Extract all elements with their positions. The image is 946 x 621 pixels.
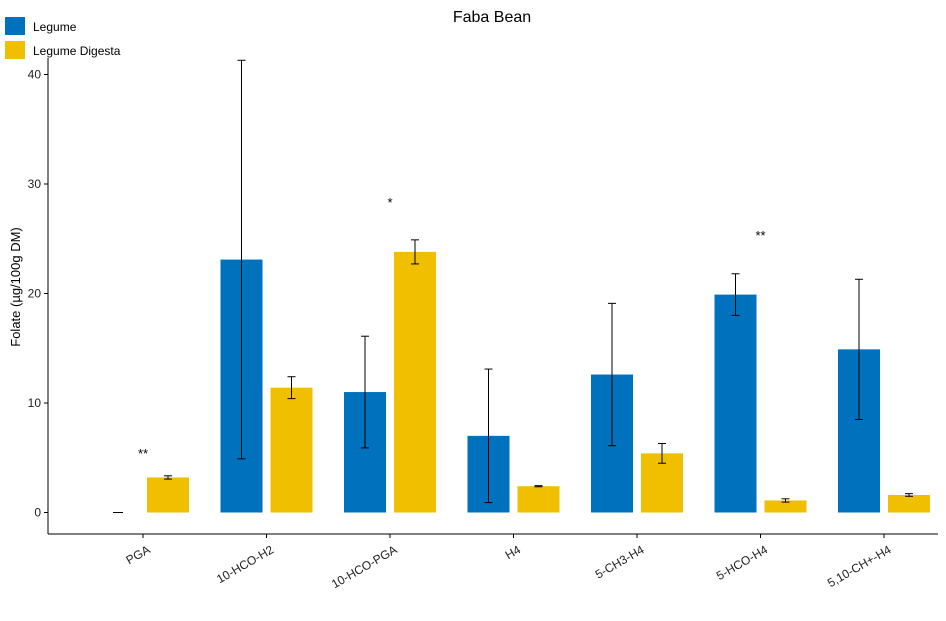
significance-marker-2: ** <box>755 228 765 243</box>
legend-swatch-legume <box>5 17 25 35</box>
chart-marks: ***** <box>113 59 930 513</box>
y-tick-label-0: 0 <box>34 506 41 520</box>
x-tick-label-4: 5-CH3-H4 <box>593 542 647 581</box>
bar-legume-5 <box>714 294 757 513</box>
x-tick-label-1: 10-HCO-H2 <box>214 542 276 586</box>
bar-legume-digesta-2 <box>394 251 436 513</box>
legend-label-legume: Legume <box>33 20 77 34</box>
x-tick-label-0: PGA <box>124 542 153 567</box>
y-tick-label-40: 40 <box>28 68 42 82</box>
bar-legume-digesta-0 <box>147 477 189 513</box>
bar-legume-digesta-5 <box>764 500 807 513</box>
y-tick-label-20: 20 <box>28 287 42 301</box>
x-tick-label-3: H4 <box>503 542 524 562</box>
x-tick-label-6: 5,10-CH+-H4 <box>825 542 894 590</box>
significance-marker-0: ** <box>138 446 148 461</box>
legend-swatch-legume-digesta <box>5 41 25 59</box>
legend: Legume Legume Digesta <box>5 17 121 59</box>
chart-title: Faba Bean <box>453 9 531 26</box>
bar-legume-digesta-3 <box>517 486 560 513</box>
y-tick-label-10: 10 <box>28 396 42 410</box>
x-tick-label-2: 10-HCO-PGA <box>329 542 400 591</box>
y-axis-label: Folate (µg/100g DM) <box>8 227 23 346</box>
bar-legume-digesta-6 <box>888 494 930 513</box>
legend-label-legume-digesta: Legume Digesta <box>33 44 121 58</box>
y-tick-label-30: 30 <box>28 177 42 191</box>
bar-legume-digesta-1 <box>270 387 313 513</box>
x-tick-label-5: 5-HCO-H4 <box>714 542 770 583</box>
significance-marker-1: * <box>387 195 392 210</box>
